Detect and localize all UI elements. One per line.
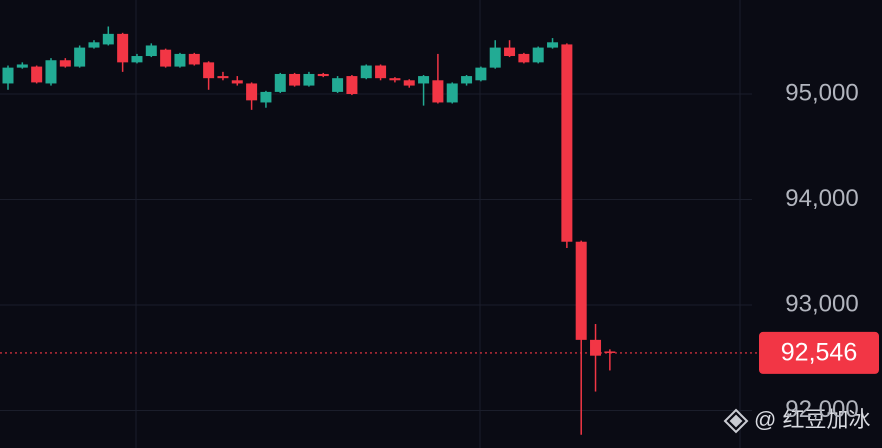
candle-body	[575, 241, 587, 340]
candle-body	[346, 76, 358, 95]
candle-body	[274, 73, 286, 92]
watermark: @ 红豆加冰	[754, 407, 870, 432]
watermark-icon	[723, 408, 749, 434]
candle-body	[403, 80, 415, 86]
candle-body	[604, 351, 616, 353]
candle-body	[160, 49, 172, 67]
candle-body	[489, 47, 501, 68]
candle-body	[203, 62, 215, 79]
y-tick-label: 94,000	[785, 185, 858, 212]
candle-body	[74, 47, 86, 67]
candle-body	[117, 33, 129, 63]
candle-body	[217, 76, 229, 79]
candle-body	[332, 78, 344, 92]
candle-body	[375, 65, 387, 79]
y-tick-label: 93,000	[785, 290, 858, 317]
candle-body	[389, 78, 401, 81]
candle-body	[532, 47, 544, 63]
candle-body	[446, 83, 458, 103]
candle-body	[88, 42, 100, 48]
candle-body	[289, 73, 301, 86]
candle-body	[45, 60, 57, 84]
plot	[0, 26, 760, 435]
candle-body	[317, 73, 329, 77]
candle-body	[174, 53, 186, 67]
candle-body	[418, 76, 430, 84]
candle-body	[303, 73, 315, 86]
candle-body	[561, 44, 573, 242]
candle-body	[16, 64, 28, 68]
candle-body	[518, 53, 530, 63]
candle-body	[145, 45, 157, 57]
candle-body	[102, 33, 114, 45]
candle-body	[59, 60, 71, 67]
candle-body	[475, 67, 487, 81]
last-price-label: 92,546	[781, 339, 857, 367]
candle-body	[590, 339, 602, 356]
candle-body	[260, 91, 272, 103]
candle-body	[31, 66, 43, 83]
candle-body	[547, 42, 559, 48]
candle-body	[246, 83, 258, 101]
candle-body	[432, 80, 444, 103]
candle-body	[2, 67, 14, 84]
y-tick-label: 95,000	[785, 79, 858, 106]
last-price-badge	[759, 331, 879, 374]
candle-body	[504, 47, 516, 57]
candle-body	[131, 56, 143, 63]
candle-body	[360, 65, 372, 79]
y-tick-label: 92,000	[785, 396, 858, 423]
candle-body	[461, 76, 473, 84]
candle-body	[231, 80, 243, 84]
candle-body	[188, 53, 200, 65]
